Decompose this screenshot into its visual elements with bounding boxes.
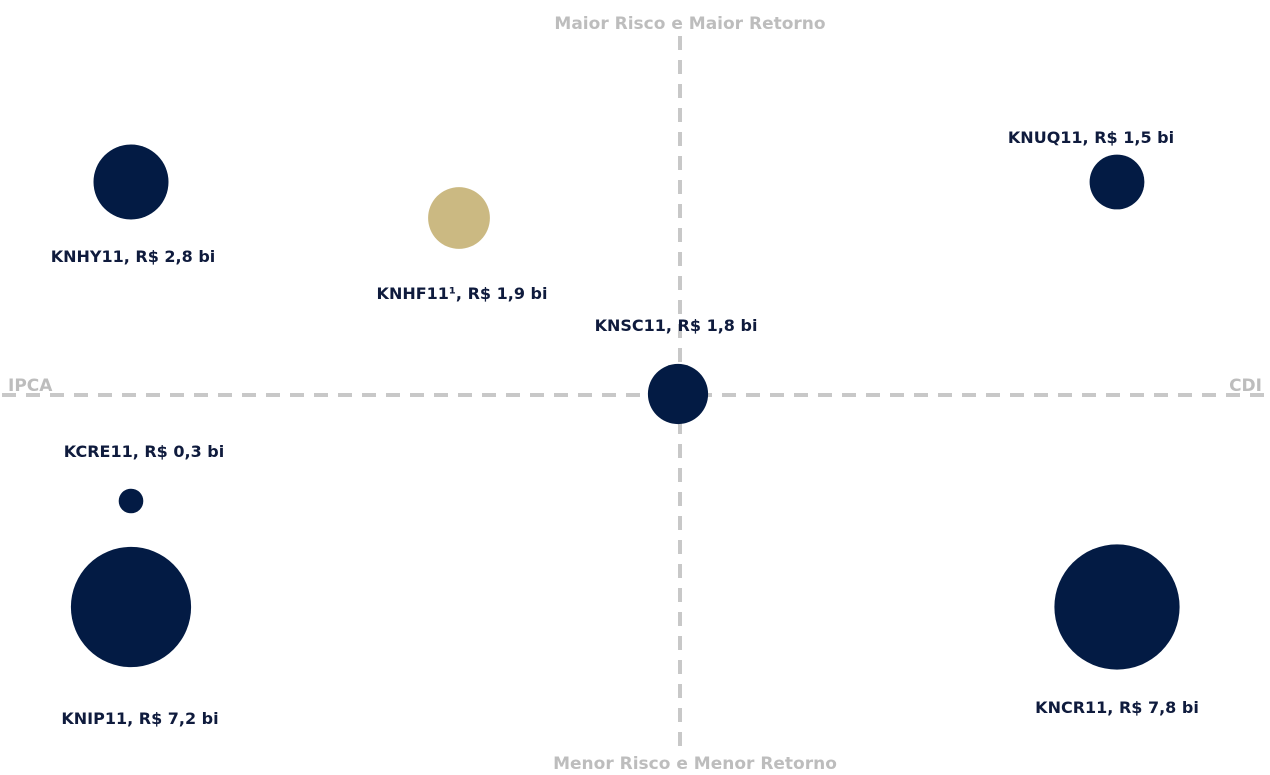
bubble-label-knsc11: KNSC11, R$ 1,8 bi bbox=[595, 316, 758, 335]
bubble-label-kcre11: KCRE11, R$ 0,3 bi bbox=[64, 442, 224, 461]
bubble-knhy11 bbox=[93, 144, 169, 220]
bubble-label-kncr11: KNCR11, R$ 7,8 bi bbox=[1035, 698, 1199, 717]
axis-label-right: CDI bbox=[1229, 376, 1262, 396]
bubble-group bbox=[70, 144, 1180, 670]
bubble-kncr11 bbox=[1054, 544, 1180, 670]
bubble-kcre11 bbox=[118, 488, 144, 514]
axis-label-left: IPCA bbox=[8, 376, 53, 396]
bubble-knhf11 bbox=[428, 187, 490, 249]
bubble-label-knhy11: KNHY11, R$ 2,8 bi bbox=[51, 247, 216, 266]
bubble-label-knuq11: KNUQ11, R$ 1,5 bi bbox=[1008, 128, 1174, 147]
bubble-knuq11 bbox=[1089, 154, 1145, 210]
bubble-label-group: KNHY11, R$ 2,8 bi KNHF11¹, R$ 1,9 bi KNUQ1… bbox=[51, 128, 1199, 728]
bubble-label-knip11: KNIP11, R$ 7,2 bi bbox=[61, 709, 218, 728]
bubble-knip11 bbox=[70, 546, 192, 668]
bubble-knsc11 bbox=[647, 363, 709, 425]
axis-label-top: Maior Risco e Maior Retorno bbox=[554, 14, 825, 34]
bubble-label-knhf11: KNHF11¹, R$ 1,9 bi bbox=[377, 284, 548, 303]
axis-label-bottom: Menor Risco e Menor Retorno bbox=[553, 754, 837, 774]
